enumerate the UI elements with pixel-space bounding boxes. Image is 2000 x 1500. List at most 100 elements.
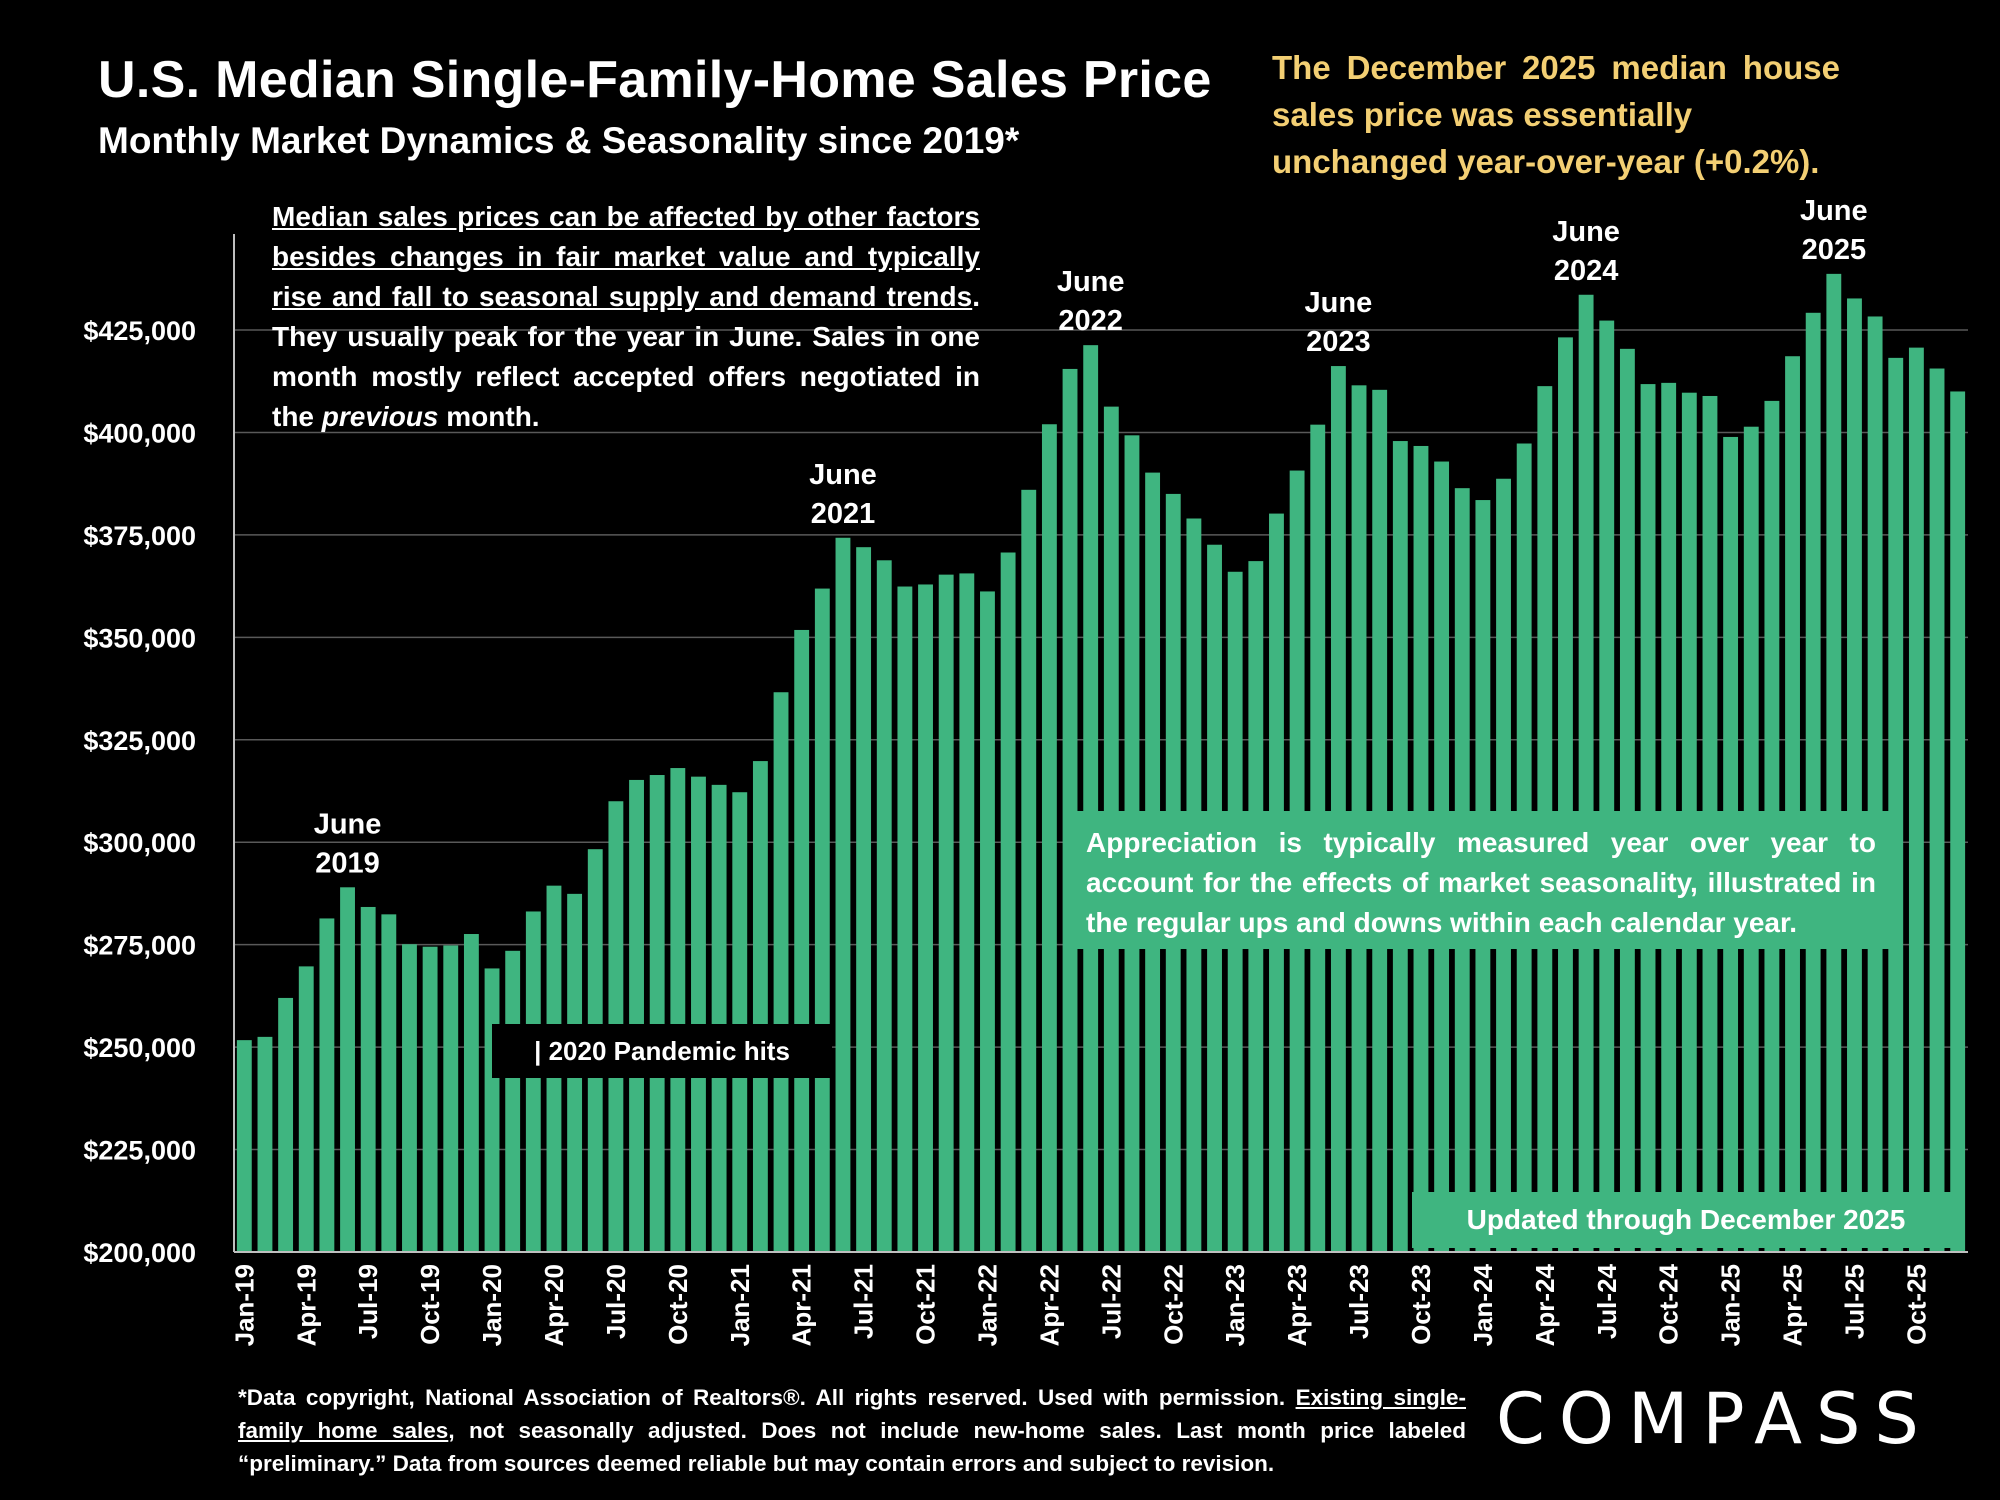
bar <box>938 574 954 1252</box>
bar <box>918 584 933 1252</box>
bar <box>773 692 789 1252</box>
bar <box>1847 298 1862 1252</box>
bar <box>897 586 913 1252</box>
bar <box>1619 348 1635 1252</box>
y-tick-label: $325,000 <box>83 726 196 756</box>
x-tick-label: Oct-22 <box>1158 1264 1188 1345</box>
x-tick-label: Jul-19 <box>353 1264 383 1339</box>
bar <box>1041 424 1057 1252</box>
annotation-month: June <box>1057 266 1125 298</box>
note-italic-text: previous <box>321 401 439 432</box>
y-tick-label: $350,000 <box>83 623 196 653</box>
bar <box>443 945 459 1252</box>
footer-link[interactable]: Existing single-family home sales <box>238 1385 1467 1443</box>
bar <box>835 537 851 1252</box>
footer-text-2: , not seasonally adjusted. Does not incl… <box>238 1418 1467 1476</box>
x-tick-label: Jul-23 <box>1344 1264 1374 1339</box>
x-tick-label: Oct-20 <box>663 1264 693 1345</box>
x-tick-label: Jan-20 <box>477 1264 507 1346</box>
june-annotations: June 2019 June 2021 June 2022 June 2023 June 2024… <box>314 195 1868 879</box>
bar <box>1888 357 1904 1253</box>
yoy-callout: The December 2025 median house sales pri… <box>1272 44 1840 185</box>
bar <box>1908 347 1924 1252</box>
x-tick-label: Jul-25 <box>1839 1264 1869 1339</box>
x-tick-label: Jul-20 <box>601 1264 631 1339</box>
x-tick-label: Oct-24 <box>1654 1263 1684 1344</box>
bar <box>1021 489 1037 1252</box>
compass-logo: COMPASS <box>1496 1378 1933 1460</box>
annotation-month: June <box>314 808 382 840</box>
annotation-year: 2019 <box>315 847 380 879</box>
y-axis-ticks: $200,000 $225,000 $250,000 $275,000 $300,000… <box>83 316 196 1268</box>
bar <box>629 779 644 1252</box>
bar <box>1062 368 1078 1252</box>
x-axis-ticks: Jan-19 Apr-19 Jul-19 Oct-19 Jan-20 Apr-20 Jul-… <box>229 1263 1931 1346</box>
pandemic-label: | 2020 Pandemic hits <box>492 1024 832 1078</box>
annotation-year: 2022 <box>1058 305 1123 337</box>
bar <box>876 560 892 1252</box>
bar <box>402 944 417 1252</box>
x-tick-label: Oct-19 <box>415 1264 445 1345</box>
annotation-year: 2024 <box>1554 255 1619 287</box>
footer-text-1: *Data copyright, National Association of… <box>238 1385 1296 1410</box>
x-tick-label: Jul-22 <box>1096 1264 1126 1339</box>
bar <box>1330 366 1346 1253</box>
bar <box>1599 320 1615 1253</box>
updated-label: Updated through December 2025 <box>1412 1192 1960 1248</box>
bar <box>1578 294 1594 1252</box>
annotation-year: 2025 <box>1802 234 1867 266</box>
page-subtitle: Monthly Market Dynamics & Seasonality si… <box>98 120 1020 161</box>
x-tick-label: Apr-23 <box>1282 1264 1312 1346</box>
bar <box>691 776 706 1252</box>
bar <box>484 968 500 1252</box>
bar <box>856 547 872 1252</box>
x-tick-label: Apr-24 <box>1530 1263 1560 1346</box>
x-tick-label: Jan-19 <box>229 1264 259 1346</box>
note-end-text: month. <box>438 401 540 432</box>
bar <box>1929 368 1945 1252</box>
bar <box>1826 273 1842 1252</box>
bar <box>463 934 479 1252</box>
x-tick-label: Jul-24 <box>1592 1263 1622 1339</box>
bar <box>670 768 686 1252</box>
callout-line-2: unchanged year-over-year (+0.2%). <box>1272 143 1820 180</box>
y-tick-label: $275,000 <box>83 931 196 961</box>
y-tick-label: $250,000 <box>83 1033 196 1063</box>
bar <box>1805 312 1821 1253</box>
x-tick-label: Jul-21 <box>849 1264 879 1339</box>
annotation-month: June <box>809 459 877 491</box>
x-tick-label: Jan-23 <box>1220 1264 1250 1346</box>
bar <box>980 591 995 1252</box>
bar <box>1083 345 1099 1253</box>
y-tick-label: $300,000 <box>83 828 196 858</box>
bar <box>298 966 314 1252</box>
bar <box>1000 552 1016 1252</box>
x-tick-label: Jan-25 <box>1716 1264 1746 1346</box>
bar <box>752 761 768 1252</box>
y-tick-label: $375,000 <box>83 521 196 551</box>
x-tick-label: Apr-21 <box>787 1264 817 1346</box>
y-tick-label: $425,000 <box>83 316 196 346</box>
bar <box>525 911 541 1252</box>
note-underlined-text: Median sales prices can be affected by o… <box>272 201 980 312</box>
bar <box>649 775 665 1252</box>
bar <box>814 588 830 1252</box>
bar <box>1558 337 1573 1253</box>
x-tick-label: Jan-21 <box>725 1264 755 1346</box>
page-title: U.S. Median Single-Family-Home Sales Pri… <box>98 51 1212 109</box>
note-text: . They usually peak for the year in June… <box>272 281 980 432</box>
annotation-month: June <box>1552 216 1620 248</box>
annotation-year: 2021 <box>811 498 876 530</box>
x-tick-label: Jan-24 <box>1468 1263 1498 1346</box>
bar <box>236 1040 252 1252</box>
bar <box>422 946 438 1252</box>
bar <box>505 950 521 1252</box>
x-tick-label: Apr-25 <box>1778 1264 1808 1346</box>
bar <box>1867 316 1883 1253</box>
annotation-month: June <box>1800 195 1868 227</box>
bar <box>360 906 376 1252</box>
bar <box>257 1036 273 1252</box>
bar <box>794 629 810 1252</box>
bar <box>959 573 975 1252</box>
bar <box>340 887 355 1252</box>
